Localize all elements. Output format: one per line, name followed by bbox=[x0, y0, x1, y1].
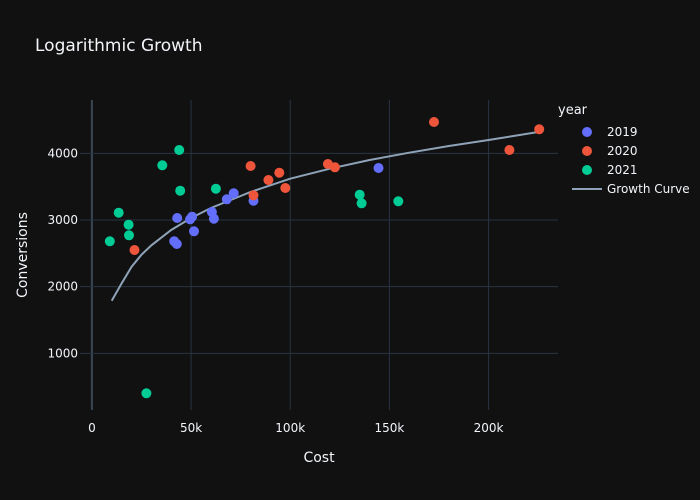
legend-marker-2019 bbox=[582, 127, 592, 137]
point-2019 bbox=[228, 188, 239, 199]
legend[interactable]: year 2019 2020 2021 Growth Curve bbox=[558, 103, 690, 196]
y-tick-label: 1000 bbox=[47, 346, 78, 360]
point-2020 bbox=[245, 161, 256, 171]
x-tick-label: 50k bbox=[180, 421, 202, 435]
legend-item-2021[interactable]: 2021 bbox=[582, 163, 638, 177]
y-axis-label: Conversions bbox=[15, 212, 31, 298]
x-tick-label: 200k bbox=[474, 421, 504, 435]
legend-item-2019[interactable]: 2019 bbox=[582, 125, 638, 139]
y-tick-label: 4000 bbox=[47, 146, 78, 160]
chart-title: Logarithmic Growth bbox=[35, 36, 203, 56]
point-2020 bbox=[429, 117, 439, 127]
point-2021 bbox=[157, 160, 168, 171]
point-2021 bbox=[123, 219, 134, 230]
point-2020 bbox=[534, 124, 545, 135]
legend-label: 2021 bbox=[607, 163, 638, 177]
point-2019 bbox=[221, 194, 232, 205]
x-tick-label: 150k bbox=[374, 421, 404, 435]
point-2020 bbox=[274, 167, 285, 178]
point-2021 bbox=[393, 196, 404, 207]
legend-label: 2020 bbox=[607, 144, 638, 158]
growth-curve-line bbox=[110, 131, 539, 302]
point-2021 bbox=[354, 189, 365, 200]
y-tick-label: 2000 bbox=[47, 280, 78, 294]
legend-item-2020[interactable]: 2020 bbox=[582, 144, 638, 158]
point-2020 bbox=[248, 190, 259, 201]
curve-layer bbox=[110, 131, 539, 302]
legend-marker-2021 bbox=[582, 165, 592, 175]
point-2021 bbox=[210, 183, 221, 194]
point-2019 bbox=[208, 213, 219, 224]
x-tick-label: 100k bbox=[275, 421, 305, 435]
point-2020 bbox=[329, 162, 340, 173]
y-tick-label: 3000 bbox=[47, 213, 78, 227]
legend-label: 2019 bbox=[607, 125, 638, 139]
point-2020 bbox=[129, 245, 140, 255]
point-2021 bbox=[174, 145, 185, 155]
x-tick-label: 0 bbox=[88, 421, 96, 435]
legend-marker-2020 bbox=[582, 146, 592, 156]
point-2021 bbox=[113, 207, 124, 218]
x-axis-label: Cost bbox=[303, 450, 335, 466]
legend-title: year bbox=[558, 103, 588, 118]
point-2019 bbox=[373, 163, 384, 173]
legend-label: Growth Curve bbox=[607, 182, 690, 196]
point-2019 bbox=[189, 226, 199, 237]
point-2019 bbox=[171, 239, 182, 249]
point-2021 bbox=[356, 198, 367, 209]
point-2020 bbox=[280, 183, 291, 193]
point-2020 bbox=[504, 145, 515, 155]
point-2021 bbox=[104, 236, 115, 247]
grid bbox=[80, 100, 558, 410]
point-2019 bbox=[172, 213, 183, 223]
point-2019 bbox=[187, 211, 198, 222]
point-2021 bbox=[175, 185, 186, 196]
legend-item-growth-curve[interactable]: Growth Curve bbox=[572, 182, 690, 196]
point-2020 bbox=[263, 175, 274, 185]
points-layer bbox=[104, 117, 545, 399]
point-2021 bbox=[141, 388, 152, 399]
point-2021 bbox=[124, 230, 134, 241]
ticks: 0 50k 100k 150k 200k 1000 2000 3000 4000 bbox=[47, 146, 503, 435]
